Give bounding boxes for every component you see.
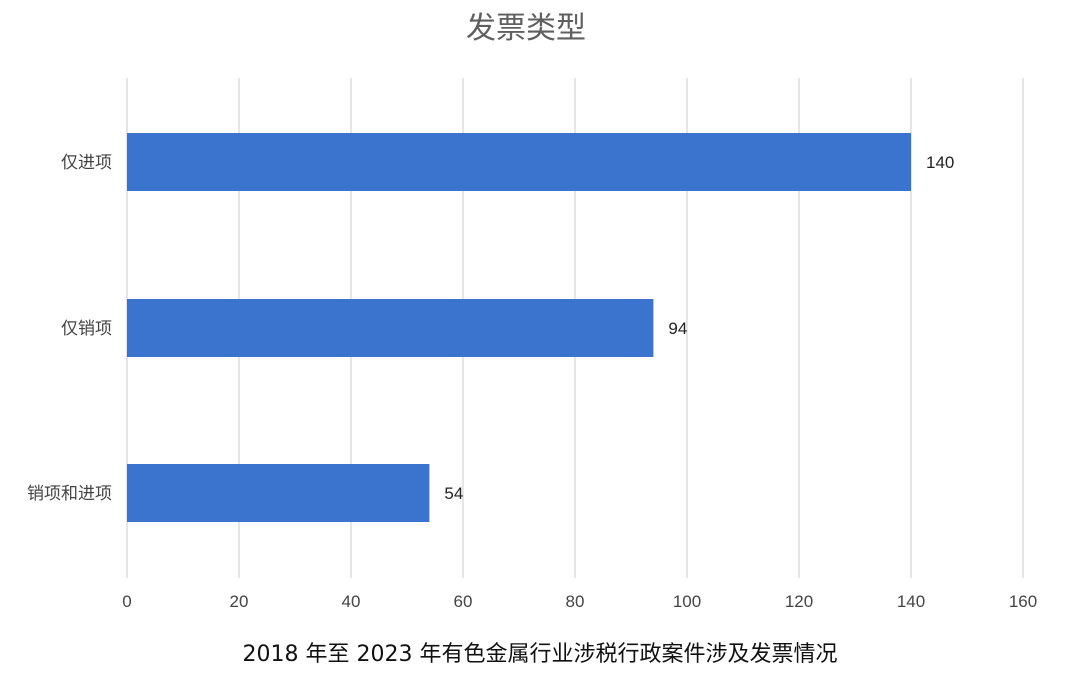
- category-label: 销项和进项: [27, 484, 112, 504]
- x-tick-label: 100: [673, 592, 701, 611]
- x-tick-label: 120: [785, 592, 813, 611]
- data-label: 94: [668, 319, 687, 338]
- data-labels: 140 94 54: [444, 153, 954, 503]
- x-tick-label: 140: [897, 592, 925, 611]
- bar: [127, 464, 430, 522]
- bar-series: [127, 133, 911, 522]
- bar: [127, 133, 911, 191]
- data-label: 54: [444, 484, 463, 503]
- bar: [127, 299, 654, 357]
- x-tick-label: 40: [342, 592, 361, 611]
- category-label: 仅销项: [61, 319, 112, 339]
- x-tick-label: 80: [566, 592, 585, 611]
- category-label: 仅进项: [61, 153, 112, 173]
- x-tick-label: 160: [1009, 592, 1037, 611]
- chart-title: 发票类型: [466, 11, 586, 46]
- data-label: 140: [926, 153, 954, 172]
- x-tick-label: 0: [122, 592, 131, 611]
- x-tick-label: 60: [454, 592, 473, 611]
- value-axis: 0 20 40 60 80 100 120 140 160: [122, 592, 1037, 611]
- figure-caption: 2018 年至 2023 年有色金属行业涉税行政案件涉及发票情况: [242, 642, 838, 667]
- x-tick-label: 20: [230, 592, 249, 611]
